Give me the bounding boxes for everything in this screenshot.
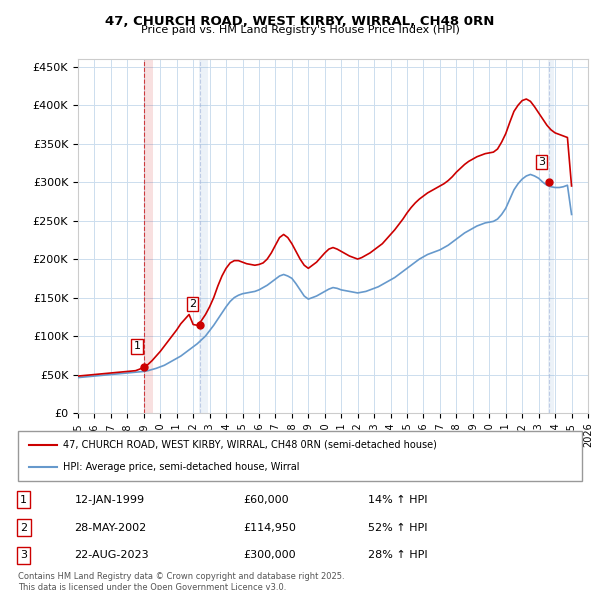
Text: Contains HM Land Registry data © Crown copyright and database right 2025.
This d: Contains HM Land Registry data © Crown c… [18, 572, 344, 590]
Text: 22-AUG-2023: 22-AUG-2023 [74, 550, 149, 560]
Text: 28% ↑ HPI: 28% ↑ HPI [368, 550, 427, 560]
Bar [199, 59, 208, 413]
Text: 28-MAY-2002: 28-MAY-2002 [74, 523, 146, 533]
Text: 3: 3 [538, 157, 545, 167]
Text: 47, CHURCH ROAD, WEST KIRBY, WIRRAL, CH48 0RN: 47, CHURCH ROAD, WEST KIRBY, WIRRAL, CH4… [106, 15, 494, 28]
Text: 2: 2 [189, 299, 196, 309]
Bar [143, 59, 152, 413]
FancyBboxPatch shape [18, 431, 582, 481]
Text: 2: 2 [20, 523, 27, 533]
Text: 1: 1 [20, 495, 27, 504]
Text: £114,950: £114,950 [244, 523, 296, 533]
Text: £60,000: £60,000 [244, 495, 289, 504]
Text: Price paid vs. HM Land Registry's House Price Index (HPI): Price paid vs. HM Land Registry's House … [140, 25, 460, 35]
Bar [548, 59, 554, 413]
Text: HPI: Average price, semi-detached house, Wirral: HPI: Average price, semi-detached house,… [63, 462, 299, 472]
Text: £300,000: £300,000 [244, 550, 296, 560]
Text: 1: 1 [134, 342, 140, 352]
Text: 12-JAN-1999: 12-JAN-1999 [74, 495, 145, 504]
Text: 14% ↑ HPI: 14% ↑ HPI [368, 495, 427, 504]
Text: 3: 3 [20, 550, 27, 560]
Text: 47, CHURCH ROAD, WEST KIRBY, WIRRAL, CH48 0RN (semi-detached house): 47, CHURCH ROAD, WEST KIRBY, WIRRAL, CH4… [63, 440, 437, 450]
Text: 52% ↑ HPI: 52% ↑ HPI [368, 523, 427, 533]
